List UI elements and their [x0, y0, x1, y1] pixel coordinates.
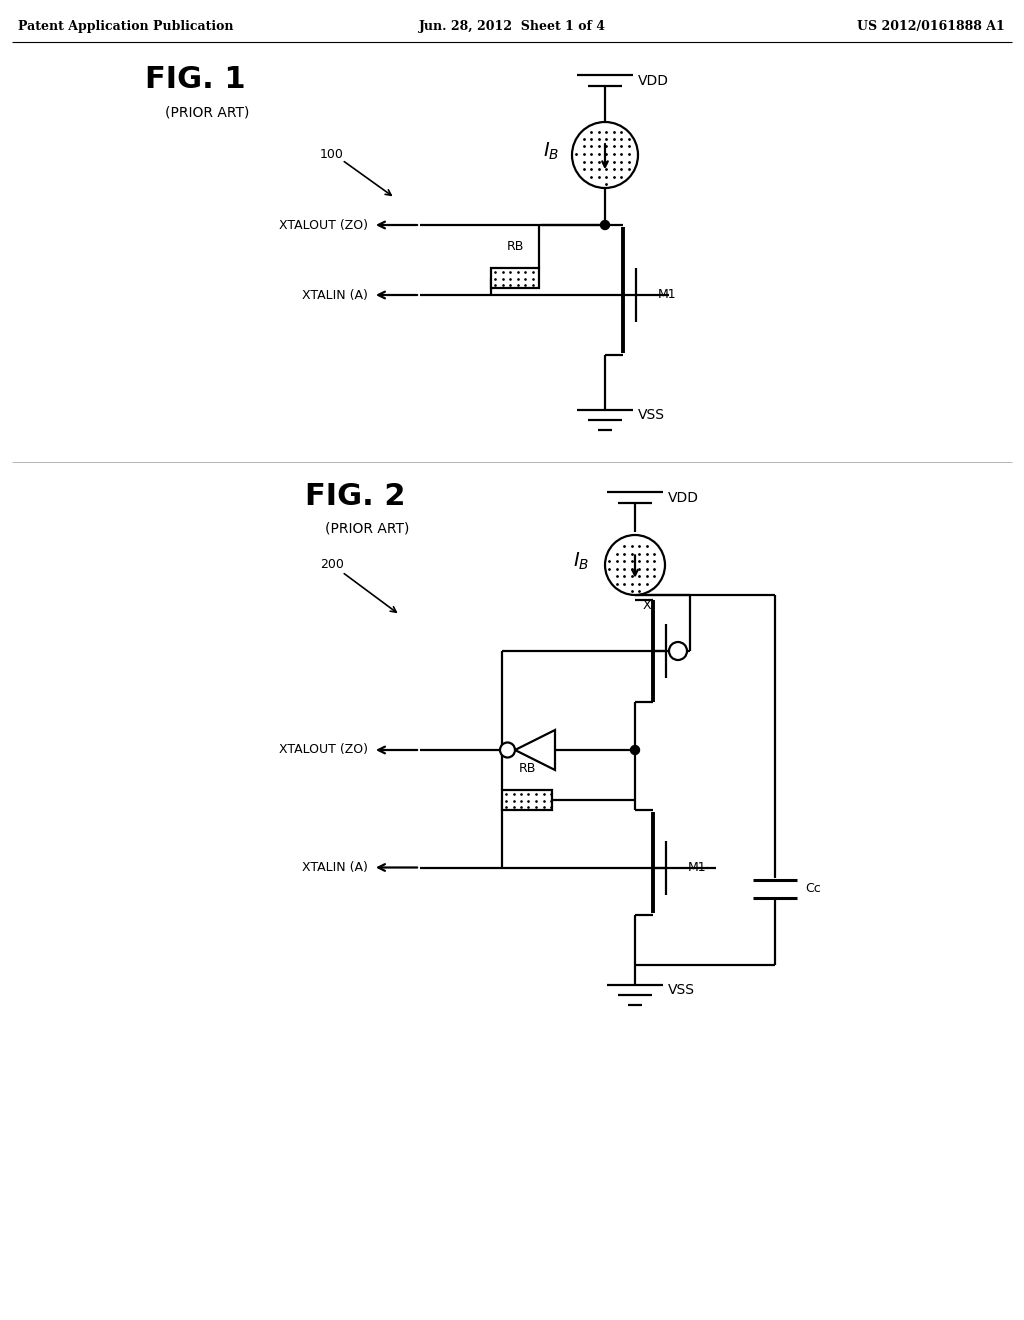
Text: RB: RB — [506, 240, 523, 253]
Text: Jun. 28, 2012  Sheet 1 of 4: Jun. 28, 2012 Sheet 1 of 4 — [419, 20, 605, 33]
FancyBboxPatch shape — [502, 789, 552, 810]
Text: VSS: VSS — [668, 983, 695, 997]
Text: VSS: VSS — [638, 408, 665, 422]
Text: XTALIN (A): XTALIN (A) — [302, 861, 368, 874]
Text: XTALOUT (ZO): XTALOUT (ZO) — [279, 743, 368, 756]
Text: Cc: Cc — [805, 883, 821, 895]
Text: (PRIOR ART): (PRIOR ART) — [325, 521, 410, 536]
Circle shape — [605, 535, 665, 595]
Text: FIG. 2: FIG. 2 — [305, 482, 406, 511]
Circle shape — [600, 220, 609, 230]
FancyBboxPatch shape — [490, 268, 539, 288]
Text: (PRIOR ART): (PRIOR ART) — [165, 106, 250, 119]
Circle shape — [631, 746, 640, 755]
Text: M1: M1 — [688, 861, 707, 874]
Circle shape — [572, 121, 638, 187]
Text: VDD: VDD — [638, 74, 669, 88]
Text: M1: M1 — [658, 289, 677, 301]
Text: FIG. 1: FIG. 1 — [145, 65, 246, 94]
Text: $\mathit{I}_B$: $\mathit{I}_B$ — [543, 140, 559, 161]
Circle shape — [500, 742, 515, 758]
Text: XTALIN (A): XTALIN (A) — [302, 289, 368, 301]
Text: 100: 100 — [319, 149, 344, 161]
Circle shape — [669, 642, 687, 660]
Text: X: X — [643, 599, 651, 612]
Text: 200: 200 — [319, 558, 344, 572]
Text: US 2012/0161888 A1: US 2012/0161888 A1 — [857, 20, 1005, 33]
Text: RB: RB — [518, 762, 536, 775]
Text: VDD: VDD — [668, 491, 699, 506]
Text: XTALOUT (ZO): XTALOUT (ZO) — [279, 219, 368, 231]
Text: Patent Application Publication: Patent Application Publication — [18, 20, 233, 33]
Text: $\mathit{I}_B$: $\mathit{I}_B$ — [573, 550, 589, 572]
